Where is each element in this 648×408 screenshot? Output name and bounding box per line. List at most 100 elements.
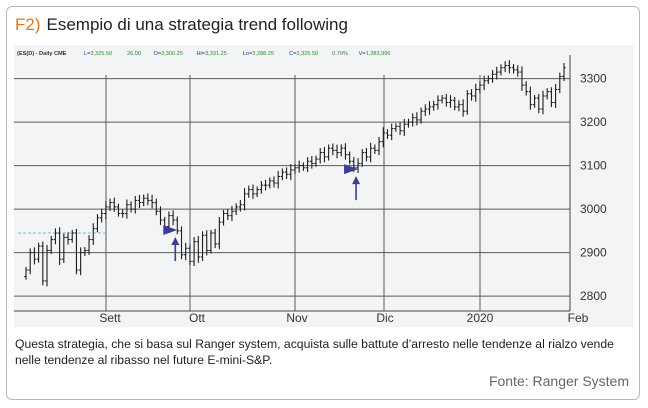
ohlc-bar <box>192 237 196 267</box>
ohlc-bar <box>129 201 133 213</box>
figure-card: F2) Esempio di una strategia trend follow… <box>6 6 640 400</box>
ohlc-bar <box>196 235 201 263</box>
ohlc-bar <box>373 144 377 155</box>
figure-title: Esempio di una strategia trend following <box>46 15 348 34</box>
ohlc-bar <box>461 99 465 117</box>
ohlc-bar <box>490 70 495 83</box>
ohlc-bar <box>45 244 49 287</box>
ohlc-bar <box>32 247 37 265</box>
ohlc-bar <box>444 93 449 107</box>
ohlc-bar <box>87 235 91 255</box>
ohlc-bar <box>335 144 339 159</box>
x-tick-label: Feb <box>568 311 589 325</box>
price-bars <box>24 60 566 287</box>
ohlc-bar <box>452 96 457 111</box>
ohlc-bar <box>423 104 428 116</box>
ohlc-bar <box>431 100 436 111</box>
chart-header-item: Hi=3,331.25 <box>197 51 227 57</box>
ohlc-bar <box>242 188 247 211</box>
ohlc-bar <box>217 216 222 250</box>
ohlc-bar <box>297 160 302 173</box>
ohlc-bar <box>465 90 470 115</box>
ohlc-bar <box>368 142 373 163</box>
ohlc-bar <box>494 66 499 80</box>
ohlc-bar <box>301 162 306 171</box>
ohlc-bar <box>57 227 62 265</box>
ohlc-bar <box>49 235 54 255</box>
ohlc-bar <box>74 228 79 275</box>
chart-header-item: Lo=3,288.25 <box>243 51 274 57</box>
chart-header-item: 26.00 <box>127 51 141 57</box>
ohlc-bar <box>520 66 524 91</box>
ohlc-bar <box>112 197 117 212</box>
chart-header-item: L=3,325.50 <box>84 51 112 57</box>
y-tick-label: 2900 <box>580 246 607 260</box>
figure-label: F2) <box>15 15 41 34</box>
chart-header-item: C=3,325.50 <box>289 51 318 57</box>
entry-markers <box>163 164 361 262</box>
ohlc-bar <box>347 151 352 165</box>
ohlc-bar <box>171 210 175 226</box>
ohlc-bar <box>288 164 293 181</box>
ohlc-bar <box>427 101 432 115</box>
ohlc-bar <box>511 64 516 74</box>
ohlc-bar <box>137 194 142 209</box>
x-tick-label: Nov <box>286 311 307 325</box>
ohlc-bar <box>95 214 100 233</box>
ohlc-bar <box>331 143 335 156</box>
ohlc-bar <box>406 118 411 128</box>
ohlc-bar <box>305 157 310 172</box>
x-tick-label: Sett <box>99 311 121 325</box>
ohlc-bar <box>267 177 272 189</box>
ohlc-bar <box>553 83 558 108</box>
ohlc-bar <box>440 95 444 104</box>
ohlc-bar <box>259 180 264 194</box>
ohlc-bar <box>381 127 386 148</box>
ohlc-bar <box>377 136 381 156</box>
ohlc-bar <box>246 185 251 198</box>
ohlc-bar <box>276 170 280 189</box>
ohlc-bar <box>314 155 318 167</box>
y-tick-label: 3300 <box>580 72 607 86</box>
ohlc-bar <box>419 107 423 124</box>
ohlc-bar <box>410 113 415 127</box>
ohlc-bar <box>457 100 461 112</box>
ohlc-bar <box>28 248 33 275</box>
ohlc-bar <box>263 179 268 191</box>
ohlc-bar <box>318 148 323 164</box>
pointer-triangle <box>163 225 178 236</box>
ohlc-bar <box>91 223 96 246</box>
ohlc-bar <box>78 247 83 276</box>
chart-area: (ES(D) - Daily CME L=3,325.50 26.00 O=3,300… <box>14 45 634 327</box>
arrow-head <box>352 176 361 185</box>
ohlc-bar <box>154 198 159 216</box>
ohlc-bar <box>53 228 58 245</box>
figure-caption: Questa strategia, che si basa sul Ranger… <box>15 337 614 367</box>
ohlc-bar <box>436 95 440 110</box>
ohlc-bar <box>146 193 150 206</box>
ohlc-bar <box>116 203 121 217</box>
ohlc-bar <box>272 176 276 188</box>
ohlc-bar <box>66 232 70 245</box>
buy-arrow-marker <box>344 164 361 201</box>
ohlc-bar <box>394 123 398 132</box>
ohlc-bar <box>524 81 528 96</box>
y-tick-label: 3200 <box>580 115 607 129</box>
ohlc-bar <box>104 201 108 220</box>
ohlc-bar <box>284 167 289 179</box>
ohlc-bar <box>41 241 45 286</box>
ohlc-bar <box>83 247 87 257</box>
ohlc-bar <box>398 122 402 135</box>
ohlc-bar <box>562 63 566 82</box>
ohlc-bar <box>448 95 453 108</box>
ohlc-bar <box>179 226 184 260</box>
grid-layer <box>14 55 571 312</box>
ohlc-bar <box>473 83 478 102</box>
ohlc-bar <box>221 210 226 226</box>
ohlc-bar <box>24 266 28 280</box>
x-tick-label: Dic <box>376 311 393 325</box>
ohlc-bar <box>125 199 129 219</box>
ohlc-bar <box>70 229 75 243</box>
y-tick-label: 2800 <box>580 289 607 303</box>
ohlc-bar <box>478 81 482 94</box>
